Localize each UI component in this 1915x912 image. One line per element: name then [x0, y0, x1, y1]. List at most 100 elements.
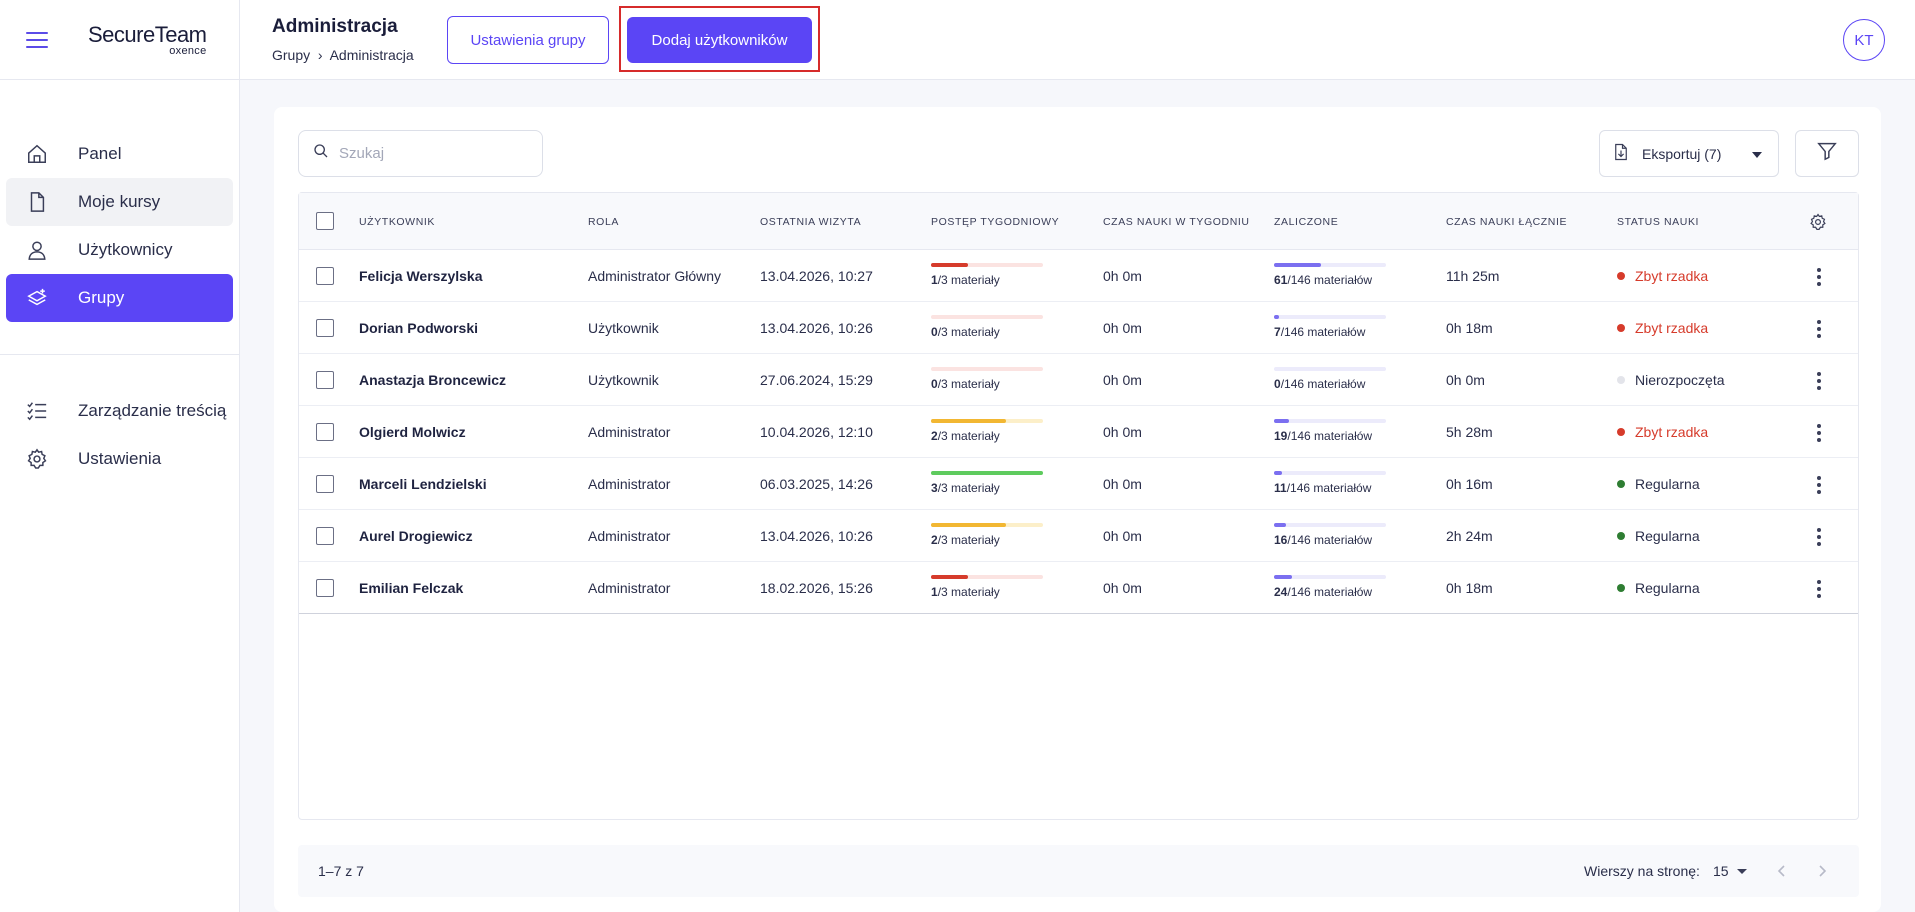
weekly-time: 0h 0m	[1103, 528, 1142, 544]
sidebar: SecureTeam oxence Panel Moje kursy Użytk…	[0, 0, 240, 912]
weekly-time: 0h 0m	[1103, 424, 1142, 440]
menu-icon[interactable]	[26, 31, 48, 48]
user-name[interactable]: Emilian Felczak	[359, 580, 464, 596]
row-menu-icon[interactable]	[1809, 318, 1829, 340]
row-checkbox[interactable]	[316, 423, 334, 441]
sidebar-item-label: Moje kursy	[78, 192, 161, 211]
user-name[interactable]: Aurel Drogiewicz	[359, 528, 473, 544]
status-dot	[1617, 584, 1625, 592]
row-checkbox[interactable]	[316, 475, 334, 493]
avatar[interactable]: KT	[1843, 19, 1885, 61]
sidebar-nav: Panel Moje kursy Użytkownicy Grupy Zarz	[0, 80, 239, 483]
weekly-time: 0h 0m	[1103, 476, 1142, 492]
status-dot	[1617, 428, 1625, 436]
user-name[interactable]: Dorian Podworski	[359, 320, 479, 336]
rows-per-page-select[interactable]: 15	[1713, 845, 1747, 897]
gear-icon	[26, 447, 62, 471]
status-badge: Regularna	[1617, 458, 1700, 510]
sidebar-item-panel[interactable]: Panel	[6, 130, 233, 178]
table-row[interactable]: Olgierd Molwicz Administrator 10.04.2026, …	[299, 406, 1858, 458]
weekly-progress: 0/3 materiały	[931, 315, 1043, 339]
table-row[interactable]: Anastazja Broncewicz Użytkownik 27.06.2024…	[299, 354, 1858, 406]
weekly-progress-bar	[931, 523, 1043, 527]
row-menu-icon[interactable]	[1809, 422, 1829, 444]
sidebar-item-ustawienia[interactable]: Ustawienia	[6, 435, 233, 483]
layers-icon	[26, 286, 62, 310]
logo[interactable]: SecureTeam oxence	[88, 22, 207, 57]
file-download-icon	[1612, 142, 1630, 165]
filter-button[interactable]	[1795, 130, 1859, 177]
table-row[interactable]: Emilian Felczak Administrator 18.02.2026, …	[299, 562, 1858, 614]
row-checkbox[interactable]	[316, 579, 334, 597]
row-checkbox[interactable]	[316, 267, 334, 285]
status-badge: Regularna	[1617, 510, 1700, 562]
row-checkbox[interactable]	[316, 319, 334, 337]
sidebar-item-uzytkownicy[interactable]: Użytkownicy	[6, 226, 233, 274]
completed-progress-bar	[1274, 575, 1386, 579]
column-header-weekly-time[interactable]: Czas nauki w tygodniu	[1103, 215, 1250, 228]
weekly-progress-bar	[931, 471, 1043, 475]
completed-progress: 19/146 materiałów	[1274, 419, 1386, 443]
total-time: 0h 0m	[1446, 372, 1485, 388]
completed-total: /146 materiałów	[1287, 533, 1373, 547]
pagination-count: 1–7 z 7	[318, 863, 364, 879]
row-menu-icon[interactable]	[1809, 526, 1829, 548]
column-settings-icon[interactable]	[1809, 193, 1827, 250]
table-row[interactable]: Marceli Lendzielski Administrator 06.03.20…	[299, 458, 1858, 510]
search-input[interactable]	[339, 145, 519, 162]
select-all-checkbox[interactable]	[316, 212, 334, 230]
completed-progress: 61/146 materiałów	[1274, 263, 1386, 287]
weekly-total: /3 materiały	[937, 533, 1000, 547]
row-checkbox[interactable]	[316, 371, 334, 389]
weekly-progress-fill	[931, 263, 969, 267]
column-header-total-time[interactable]: Czas nauki łącznie	[1446, 215, 1568, 228]
weekly-progress-fill	[931, 419, 1006, 423]
row-menu-icon[interactable]	[1809, 474, 1829, 496]
table-row[interactable]: Felicja Werszylska Administrator Główny 13…	[299, 250, 1858, 302]
row-checkbox[interactable]	[316, 527, 334, 545]
user-name[interactable]: Felicja Werszylska	[359, 268, 483, 284]
column-header-last-visit[interactable]: Ostatnia wizyta	[760, 215, 862, 228]
sidebar-item-moje-kursy[interactable]: Moje kursy	[6, 178, 233, 226]
next-page-button[interactable]	[1812, 861, 1832, 881]
weekly-done: 2	[931, 429, 938, 443]
row-menu-icon[interactable]	[1809, 266, 1829, 288]
chevron-right-icon	[1819, 865, 1827, 877]
column-header-user[interactable]: Użytkownik	[359, 215, 435, 228]
column-header-weekly-progress[interactable]: Postęp tygodniowy	[931, 215, 1060, 228]
column-header-completed[interactable]: Zaliczone	[1274, 215, 1339, 228]
table-row[interactable]: Dorian Podworski Użytkownik 13.04.2026, 10…	[299, 302, 1858, 354]
sidebar-item-zarzadzanie[interactable]: Zarządzanie treścią	[6, 387, 233, 435]
export-button[interactable]: Eksportuj (7)	[1599, 130, 1779, 177]
table-row[interactable]: Aurel Drogiewicz Administrator 13.04.2026,…	[299, 510, 1858, 562]
group-settings-button[interactable]: Ustawienia grupy	[447, 16, 609, 64]
weekly-done: 0	[931, 325, 938, 339]
weekly-total: /3 materiały	[937, 273, 1000, 287]
completed-progress-fill	[1274, 263, 1321, 267]
breadcrumb-item-current: Administracja	[329, 47, 414, 63]
weekly-done: 1	[931, 273, 938, 287]
row-menu-icon[interactable]	[1809, 578, 1829, 600]
weekly-progress-fill	[931, 523, 1006, 527]
status-badge: Regularna	[1617, 562, 1700, 614]
previous-page-button[interactable]	[1772, 861, 1792, 881]
last-visit: 06.03.2025, 14:26	[760, 476, 873, 492]
row-menu-icon[interactable]	[1809, 370, 1829, 392]
sidebar-item-label: Grupy	[78, 288, 125, 307]
user-name[interactable]: Marceli Lendzielski	[359, 476, 487, 492]
sidebar-item-grupy[interactable]: Grupy	[6, 274, 233, 322]
breadcrumb-item-grupy[interactable]: Grupy	[272, 47, 311, 63]
weekly-progress: 1/3 materiały	[931, 575, 1043, 599]
status-label: Nierozpoczęta	[1635, 372, 1725, 388]
column-header-status[interactable]: Status nauki	[1617, 215, 1700, 228]
user-name[interactable]: Olgierd Molwicz	[359, 424, 466, 440]
weekly-progress-bar	[931, 419, 1043, 423]
status-dot	[1617, 480, 1625, 488]
weekly-total: /3 materiały	[937, 585, 1000, 599]
user-name[interactable]: Anastazja Broncewicz	[359, 372, 507, 388]
page-title: Administracja	[272, 16, 398, 37]
table-body: Felicja Werszylska Administrator Główny 13…	[299, 250, 1858, 614]
column-header-role[interactable]: Rola	[588, 215, 619, 228]
add-users-button[interactable]: Dodaj użytkowników	[627, 17, 812, 63]
status-label: Regularna	[1635, 476, 1700, 492]
